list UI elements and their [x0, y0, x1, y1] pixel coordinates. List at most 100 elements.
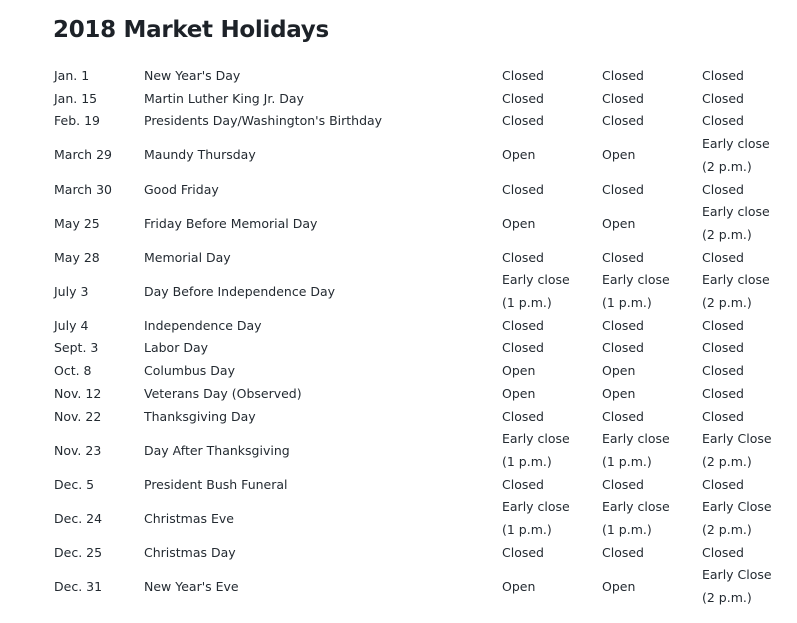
table-row: March 29 Maundy Thursday Open Open Early clo… — [54, 133, 774, 178]
status-text: Closed — [602, 317, 644, 333]
status-text: Early Close — [702, 431, 772, 447]
status-text: Open — [502, 578, 536, 594]
status-text: Open — [502, 385, 536, 401]
status-text: (2 p.m.) — [702, 158, 752, 174]
status-text: Closed — [702, 340, 744, 356]
market-status-1: Closed — [502, 88, 602, 111]
market-status-2: Open — [602, 360, 702, 383]
table-row: Jan. 1 New Year's Day Closed Closed Closed — [54, 65, 774, 88]
market-status-1: Open — [502, 201, 602, 246]
market-status-2: Closed — [602, 315, 702, 338]
status-text: (1 p.m.) — [602, 453, 652, 469]
status-text: Closed — [502, 181, 544, 197]
status-text: Closed — [502, 249, 544, 265]
market-status-2: Closed — [602, 65, 702, 88]
market-status-1: Open — [502, 383, 602, 406]
holiday-date: Sept. 3 — [54, 340, 99, 356]
holiday-date: July 4 — [54, 317, 89, 333]
holiday-date: May 28 — [54, 249, 100, 265]
status-text: (1 p.m.) — [502, 453, 552, 469]
holiday-name: Labor Day — [144, 340, 209, 356]
table-row: May 28 Memorial Day Closed Closed Closed — [54, 247, 774, 270]
market-status-1: Closed — [502, 406, 602, 429]
status-text: (2 p.m.) — [702, 226, 752, 242]
status-text: (2 p.m.) — [702, 522, 752, 538]
table-row: July 3 Day Before Independence Day Early c… — [54, 269, 774, 314]
status-text: Closed — [602, 476, 644, 492]
market-status-1: Closed — [502, 315, 602, 338]
holiday-date: Nov. 22 — [54, 408, 102, 424]
market-status-3: Closed — [702, 88, 774, 111]
status-text: Closed — [502, 113, 544, 129]
holiday-date: Nov. 23 — [54, 442, 102, 458]
holiday-name: Memorial Day — [144, 249, 231, 265]
market-status-3: Closed — [702, 315, 774, 338]
status-text: Closed — [502, 340, 544, 356]
market-status-3: Closed — [702, 383, 774, 406]
status-text: Early close — [602, 431, 670, 447]
status-text: Open — [502, 363, 536, 379]
holiday-date: May 25 — [54, 215, 100, 231]
holiday-date: Jan. 1 — [54, 68, 90, 83]
market-status-2: Closed — [602, 110, 702, 133]
holiday-date: Feb. 19 — [54, 113, 100, 129]
market-status-3: Closed — [702, 360, 774, 383]
status-text: Open — [602, 215, 636, 231]
holiday-name: Christmas Eve — [144, 510, 234, 526]
status-text: Closed — [602, 181, 644, 197]
status-text: Closed — [602, 113, 644, 129]
holiday-date: Nov. 12 — [54, 385, 102, 401]
market-status-2: Early close (1 p.m.) — [602, 428, 702, 473]
market-status-3: Early Close (2 p.m.) — [702, 564, 774, 609]
table-row: Dec. 5 President Bush Funeral Closed Closed… — [54, 474, 774, 497]
status-text: (1 p.m.) — [602, 295, 652, 311]
table-row: Oct. 8 Columbus Day Open Open Closed — [54, 360, 774, 383]
status-text: Early close — [602, 499, 670, 515]
table-row: Dec. 31 New Year's Eve Open Open Early Close… — [54, 564, 774, 609]
holiday-date: Dec. 25 — [54, 544, 103, 560]
market-status-2: Open — [602, 564, 702, 609]
holiday-name: Day After Thanksgiving — [144, 442, 290, 458]
market-status-3: Early close (2 p.m.) — [702, 269, 774, 314]
status-text: Closed — [602, 68, 644, 83]
market-status-2: Open — [602, 383, 702, 406]
table-row: May 25 Friday Before Memorial Day Open Open… — [54, 201, 774, 246]
status-text: Early close — [702, 204, 770, 220]
market-status-2: Closed — [602, 542, 702, 565]
market-status-1: Closed — [502, 474, 602, 497]
holiday-name: Veterans Day (Observed) — [144, 385, 302, 401]
status-text: Closed — [702, 544, 744, 560]
table-row: Nov. 22 Thanksgiving Day Closed Closed Close… — [54, 406, 774, 429]
market-status-1: Closed — [502, 65, 602, 88]
market-status-3: Early close (2 p.m.) — [702, 133, 774, 178]
status-text: Open — [602, 363, 636, 379]
market-status-3: Early Close (2 p.m.) — [702, 496, 774, 541]
status-text: Open — [602, 578, 636, 594]
status-text: (2 p.m.) — [702, 453, 752, 469]
market-status-3: Closed — [702, 406, 774, 429]
holiday-name: New Year's Day — [144, 68, 241, 83]
holiday-date: Dec. 31 — [54, 578, 103, 594]
market-status-3: Closed — [702, 542, 774, 565]
market-status-2: Closed — [602, 88, 702, 111]
holiday-name: New Year's Eve — [144, 578, 239, 594]
status-text: Closed — [702, 90, 744, 106]
table-row: Feb. 19 Presidents Day/Washington's Birth… — [54, 110, 774, 133]
table-row: July 4 Independence Day Closed Closed Closed — [54, 315, 774, 338]
status-text: Closed — [502, 476, 544, 492]
status-text: Closed — [702, 317, 744, 333]
holiday-name: Good Friday — [144, 181, 219, 197]
status-text: Closed — [702, 385, 744, 401]
status-text: Open — [602, 147, 636, 163]
holiday-date: Jan. 15 — [54, 90, 98, 106]
status-text: Open — [502, 147, 536, 163]
status-text: Closed — [702, 181, 744, 197]
status-text: Closed — [602, 340, 644, 356]
market-status-3: Closed — [702, 247, 774, 270]
page-title: 2018 Market Holidays — [53, 17, 329, 43]
market-status-3: Closed — [702, 65, 774, 88]
holidays-table-body: Jan. 1 New Year's Day Closed Closed Closed Ja… — [54, 65, 774, 610]
holiday-date: March 29 — [54, 147, 112, 163]
market-status-1: Closed — [502, 337, 602, 360]
table-row: Dec. 25 Christmas Day Closed Closed Closed — [54, 542, 774, 565]
